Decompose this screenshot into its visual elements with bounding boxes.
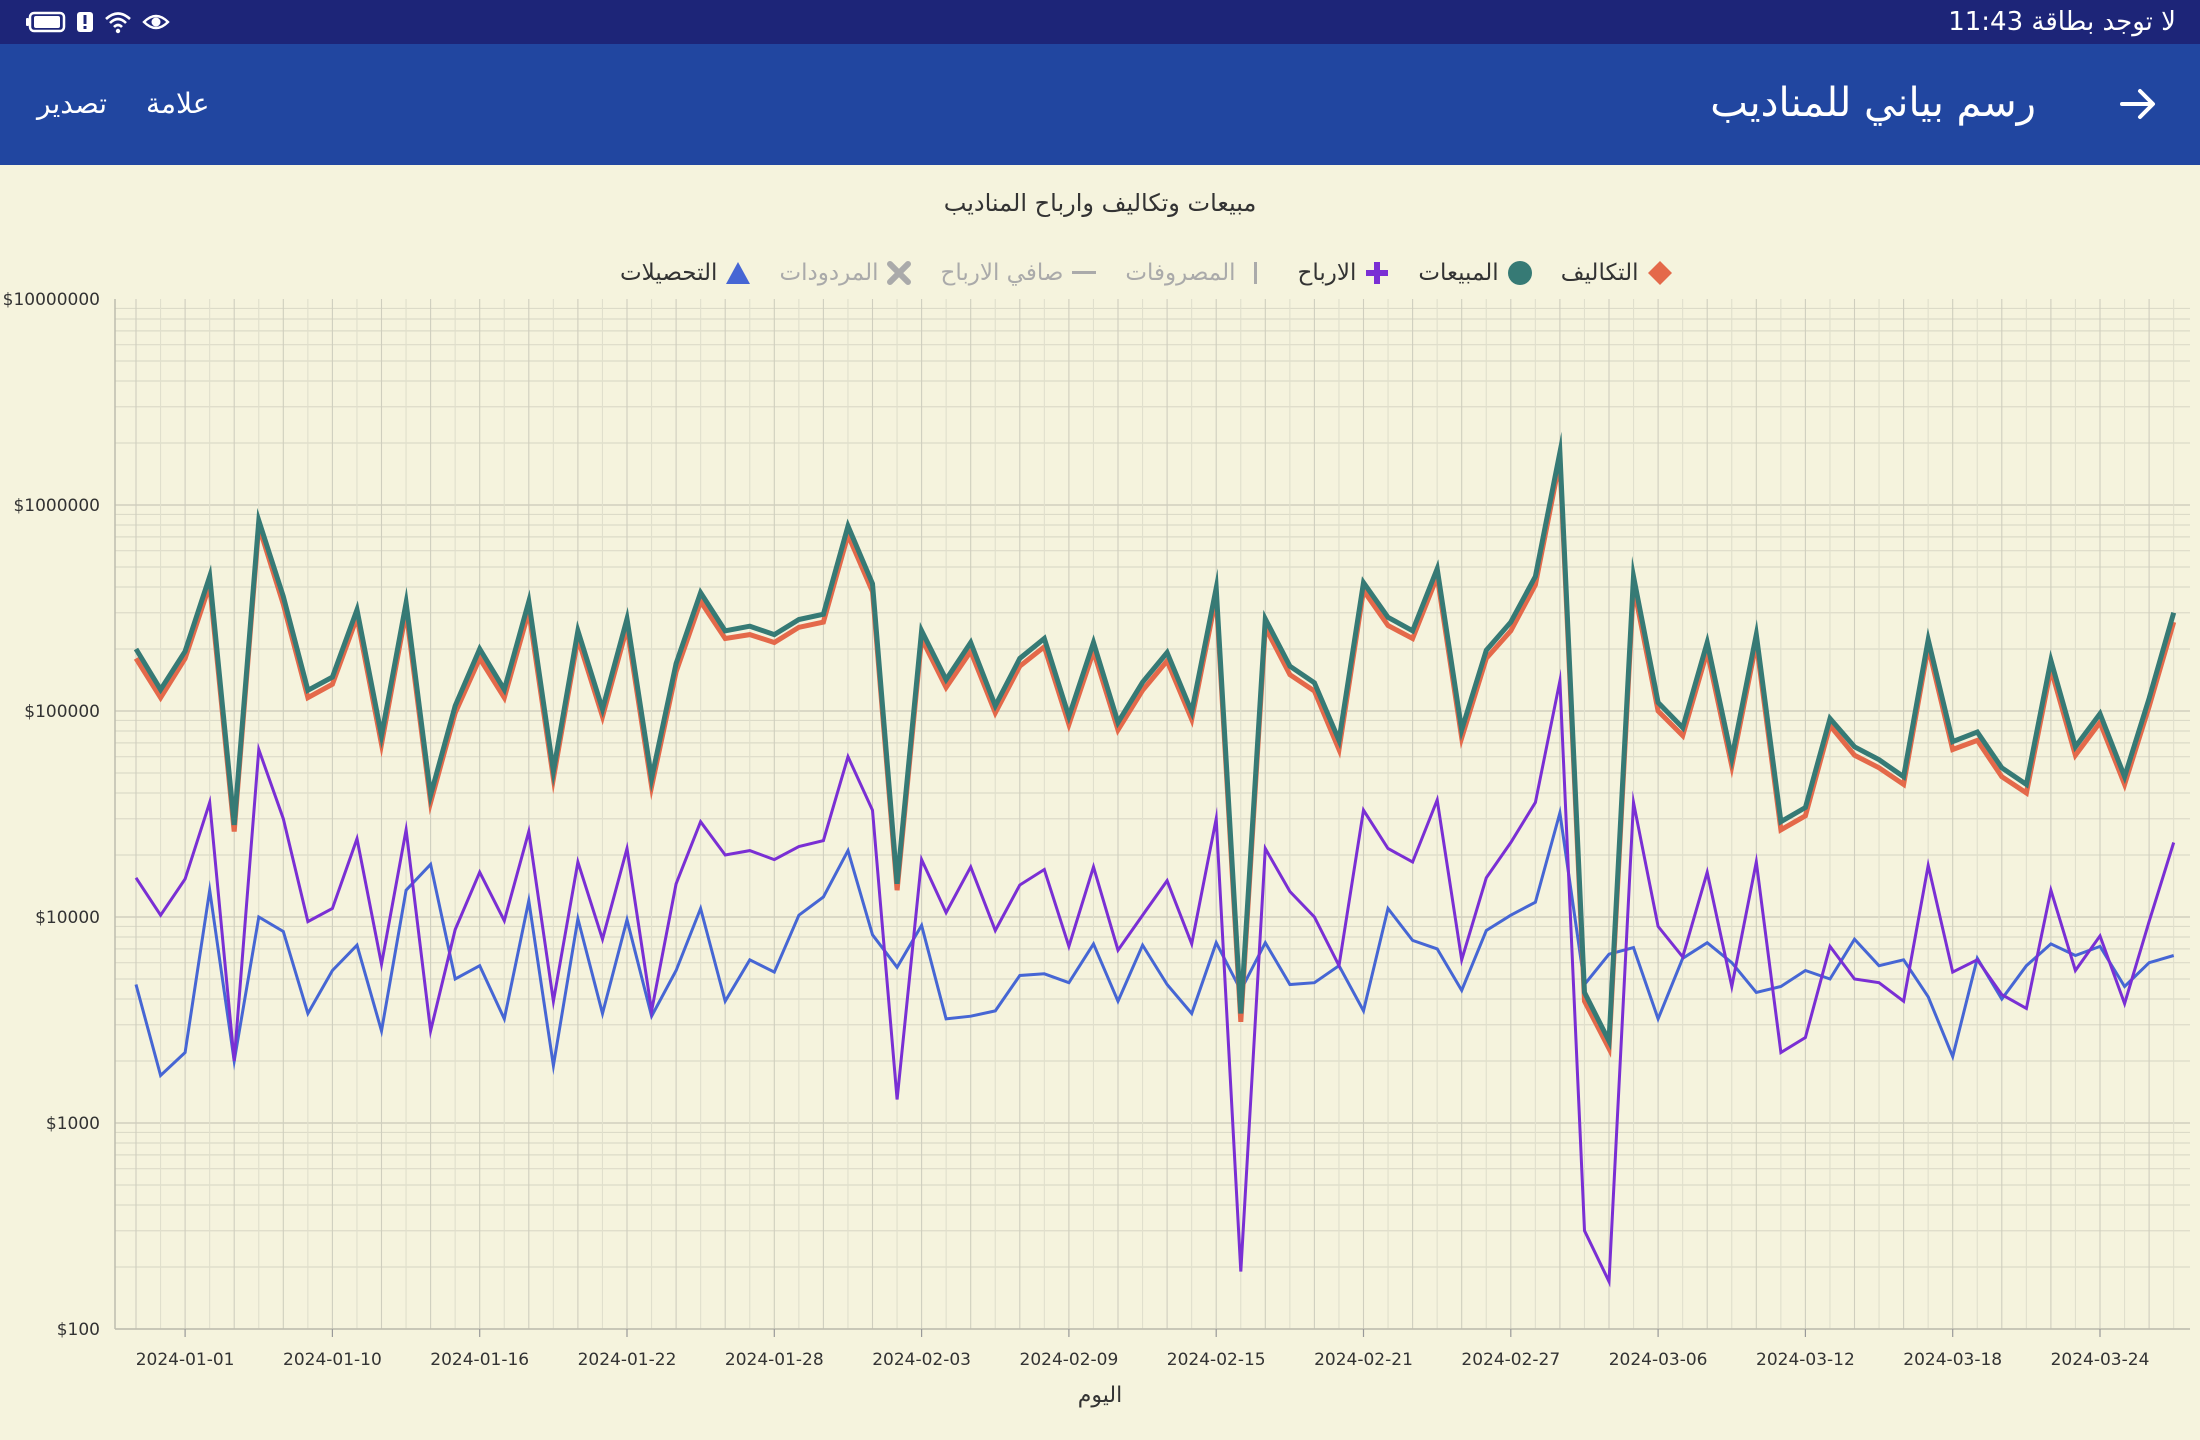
- x-tick-label: 2024-03-24: [2051, 1350, 2150, 1370]
- x-tick-label: 2024-01-10: [283, 1350, 382, 1370]
- chart-plot: $100 $1000 $10000 $100000 $1000000 $10000000 2…: [3, 290, 2190, 1370]
- status-bar: لا توجد بطاقة 11:43: [0, 0, 2200, 44]
- legend-item-profits[interactable]: الارباح: [1297, 260, 1390, 286]
- series-line-collections: [134, 805, 2175, 1079]
- legend-item-sales[interactable]: المبيعات: [1418, 260, 1532, 286]
- legend-label: صافي الارباح: [940, 260, 1064, 286]
- legend-item-expenses[interactable]: المصروفات: [1125, 260, 1269, 286]
- x-tick-label: 2024-01-01: [136, 1350, 235, 1370]
- x-axis-title: اليوم: [1077, 1383, 1123, 1408]
- arrow-right-icon: [2120, 89, 2155, 119]
- legend-item-net_profit[interactable]: صافي الارباح: [940, 260, 1097, 286]
- y-tick-label: $100000: [24, 702, 100, 722]
- export-button[interactable]: تصدير: [37, 87, 108, 120]
- legend-label: المبيعات: [1418, 260, 1499, 286]
- x-tick-label: 2024-03-12: [1756, 1350, 1855, 1370]
- x-tick-label: 2024-01-16: [430, 1350, 529, 1370]
- x-tick-label: 2024-02-09: [1020, 1350, 1119, 1370]
- y-tick-label: $10000: [35, 908, 100, 928]
- status-icons: [26, 6, 170, 38]
- legend-marker-cross-icon: [886, 260, 912, 286]
- mark-button[interactable]: علامة: [146, 87, 210, 120]
- chart-legend: التحصيلات المردودات صافي الارباح المصروفات ا…: [620, 253, 1672, 293]
- legend-label: الارباح: [1297, 260, 1357, 286]
- wifi-icon: [105, 12, 131, 34]
- series-line-sales: [133, 431, 2177, 1051]
- chart-title: مبيعات وتكاليف وارباح المناديب: [943, 189, 1257, 217]
- legend-label: التحصيلات: [620, 260, 718, 286]
- legend-marker-triangle-icon: [725, 260, 751, 286]
- legend-marker-bar-icon: [1243, 260, 1269, 286]
- carrier-text: لا توجد بطاقة: [2031, 7, 2176, 37]
- eye-icon: [142, 14, 170, 30]
- page-title: رسم بياني للمناديب: [1710, 80, 2036, 126]
- legend-label: التكاليف: [1560, 260, 1639, 286]
- back-button[interactable]: [2116, 82, 2160, 126]
- y-tick-label: $1000: [46, 1114, 100, 1134]
- status-time: لا توجد بطاقة 11:43: [1948, 7, 2176, 37]
- clock: 11:43: [1948, 7, 2024, 37]
- alert-icon: [77, 12, 93, 32]
- x-tick-label: 2024-03-18: [1903, 1350, 2002, 1370]
- legend-item-collections[interactable]: التحصيلات: [620, 260, 751, 286]
- x-tick-label: 2024-02-15: [1167, 1350, 1266, 1370]
- legend-marker-dash-icon: [1071, 260, 1097, 286]
- y-tick-label: $100: [57, 1320, 100, 1340]
- legend-marker-circle-icon: [1507, 260, 1533, 286]
- x-tick-label: 2024-02-03: [872, 1350, 971, 1370]
- legend-marker-diamond-icon: [1647, 260, 1673, 286]
- y-tick-label: $1000000: [13, 496, 100, 516]
- x-tick-label: 2024-03-06: [1609, 1350, 1708, 1370]
- x-tick-label: 2024-01-28: [725, 1350, 824, 1370]
- x-tick-label: 2024-02-27: [1461, 1350, 1560, 1370]
- series-line-profits: [134, 668, 2176, 1288]
- legend-item-returns[interactable]: المردودات: [779, 260, 912, 286]
- app-bar: رسم بياني للمناديب علامة تصدير: [0, 44, 2200, 165]
- y-tick-label: $10000000: [3, 290, 100, 310]
- legend-label: المردودات: [779, 260, 879, 286]
- battery-icon: [26, 11, 66, 33]
- legend-label: المصروفات: [1125, 260, 1236, 286]
- legend-marker-plus-icon: [1364, 260, 1390, 286]
- series-line-costs: [133, 439, 2177, 1058]
- x-tick-label: 2024-02-21: [1314, 1350, 1413, 1370]
- chart-area: مبيعات وتكاليف وارباح المناديب التحصيلات…: [0, 165, 2200, 1440]
- legend-item-costs[interactable]: التكاليف: [1561, 260, 1673, 286]
- x-tick-label: 2024-01-22: [578, 1350, 677, 1370]
